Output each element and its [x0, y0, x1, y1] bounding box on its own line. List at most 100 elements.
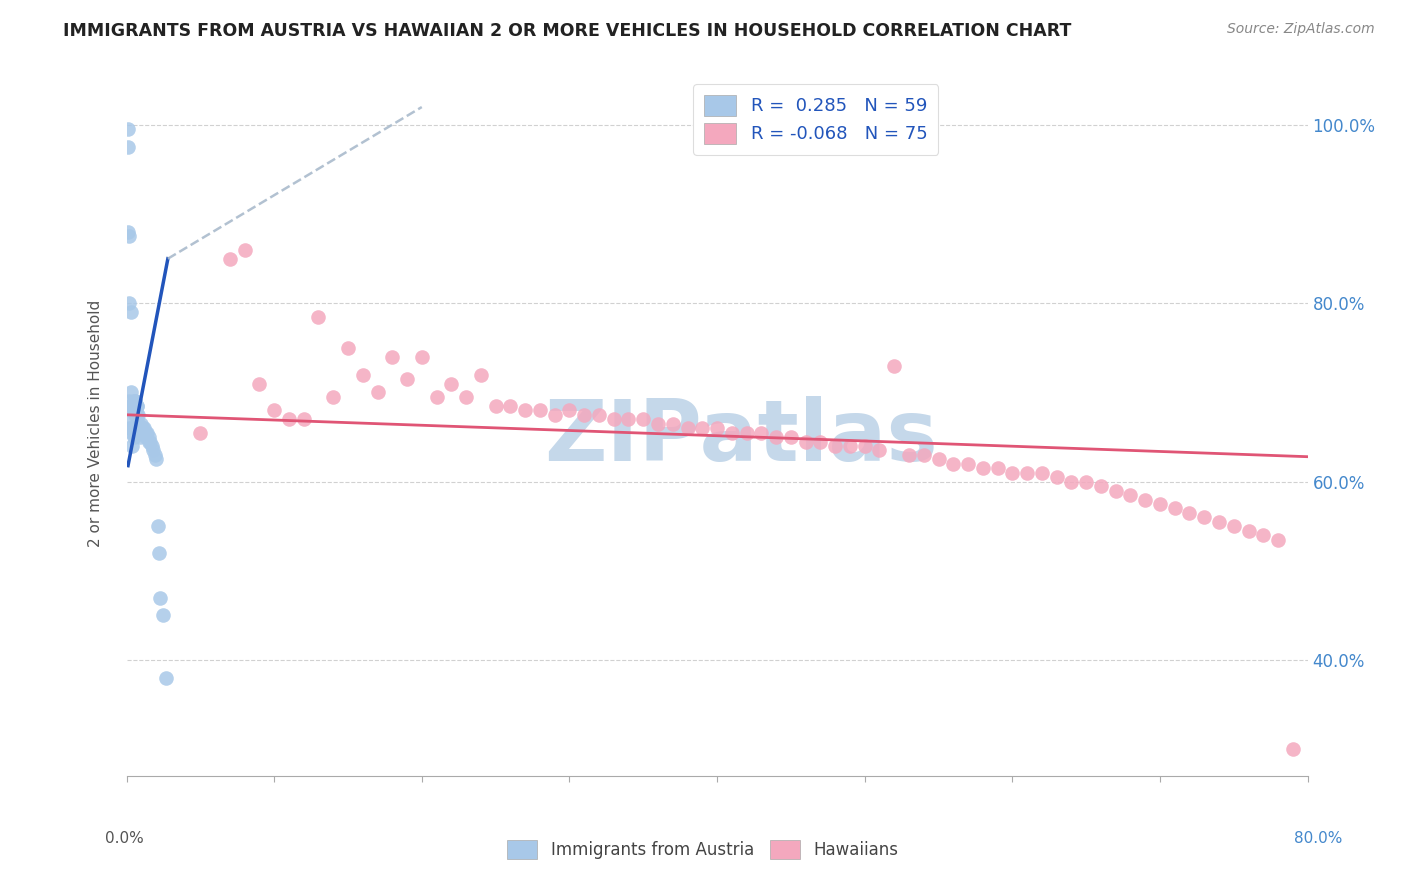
- Point: [128, 430, 150, 444]
- Point: [121, 399, 143, 413]
- Point: [233, 243, 256, 257]
- Point: [928, 452, 950, 467]
- Point: [135, 425, 157, 440]
- Point: [127, 417, 149, 431]
- Point: [1001, 466, 1024, 480]
- Point: [120, 403, 142, 417]
- Point: [352, 368, 374, 382]
- Point: [912, 448, 935, 462]
- Point: [132, 421, 155, 435]
- Point: [381, 350, 404, 364]
- Text: IMMIGRANTS FROM AUSTRIA VS HAWAIIAN 2 OR MORE VEHICLES IN HOUSEHOLD CORRELATION : IMMIGRANTS FROM AUSTRIA VS HAWAIIAN 2 OR…: [63, 22, 1071, 40]
- Point: [129, 425, 153, 440]
- Point: [425, 390, 447, 404]
- Point: [1223, 519, 1246, 533]
- Point: [692, 421, 714, 435]
- Point: [972, 461, 994, 475]
- Point: [484, 399, 508, 413]
- Point: [720, 425, 742, 440]
- Point: [1119, 488, 1142, 502]
- Point: [308, 310, 330, 324]
- Point: [1076, 475, 1098, 489]
- Point: [117, 140, 139, 154]
- Point: [143, 448, 166, 462]
- Point: [127, 408, 149, 422]
- Point: [499, 399, 522, 413]
- Point: [118, 296, 141, 310]
- Point: [134, 421, 156, 435]
- Point: [322, 390, 344, 404]
- Point: [515, 403, 537, 417]
- Point: [337, 341, 360, 355]
- Point: [956, 457, 979, 471]
- Point: [117, 225, 139, 239]
- Point: [1267, 533, 1289, 547]
- Point: [127, 425, 149, 440]
- Point: [1164, 501, 1187, 516]
- Point: [543, 408, 565, 422]
- Point: [942, 457, 965, 471]
- Point: [122, 421, 145, 435]
- Point: [617, 412, 640, 426]
- Point: [121, 421, 143, 435]
- Point: [883, 359, 905, 373]
- Point: [145, 452, 167, 467]
- Point: [838, 439, 860, 453]
- Point: [603, 412, 626, 426]
- Point: [574, 408, 596, 422]
- Point: [751, 425, 773, 440]
- Text: 0.0%: 0.0%: [105, 831, 145, 847]
- Point: [125, 421, 148, 435]
- Text: 80.0%: 80.0%: [1295, 831, 1343, 847]
- Point: [869, 443, 891, 458]
- Point: [411, 350, 433, 364]
- Point: [121, 439, 143, 453]
- Point: [118, 229, 141, 244]
- Point: [155, 671, 177, 685]
- Point: [853, 439, 876, 453]
- Point: [898, 448, 921, 462]
- Point: [706, 421, 728, 435]
- Point: [249, 376, 271, 391]
- Point: [125, 408, 148, 422]
- Point: [765, 430, 787, 444]
- Point: [149, 591, 172, 605]
- Point: [188, 425, 212, 440]
- Point: [146, 519, 169, 533]
- Point: [1060, 475, 1083, 489]
- Point: [367, 385, 389, 400]
- Point: [810, 434, 832, 449]
- Point: [124, 394, 146, 409]
- Point: [148, 546, 170, 560]
- Point: [124, 408, 146, 422]
- Point: [136, 425, 159, 440]
- Point: [529, 403, 551, 417]
- Point: [139, 434, 162, 449]
- Point: [633, 412, 655, 426]
- Point: [1192, 510, 1215, 524]
- Point: [558, 403, 581, 417]
- Point: [824, 439, 846, 453]
- Legend: Immigrants from Austria, Hawaiians: Immigrants from Austria, Hawaiians: [501, 833, 905, 866]
- Point: [125, 399, 148, 413]
- Point: [647, 417, 669, 431]
- Point: [117, 122, 139, 136]
- Point: [676, 421, 699, 435]
- Point: [124, 421, 146, 435]
- Point: [125, 399, 148, 413]
- Point: [1135, 492, 1157, 507]
- Point: [122, 399, 145, 413]
- Point: [129, 417, 153, 431]
- Point: [292, 412, 315, 426]
- Text: Source: ZipAtlas.com: Source: ZipAtlas.com: [1227, 22, 1375, 37]
- Point: [124, 425, 146, 440]
- Point: [1149, 497, 1171, 511]
- Point: [1237, 524, 1260, 538]
- Point: [1178, 506, 1201, 520]
- Point: [122, 430, 145, 444]
- Text: ZIPatlas: ZIPatlas: [544, 396, 938, 479]
- Point: [440, 376, 463, 391]
- Point: [118, 421, 141, 435]
- Point: [132, 425, 155, 440]
- Point: [127, 417, 149, 431]
